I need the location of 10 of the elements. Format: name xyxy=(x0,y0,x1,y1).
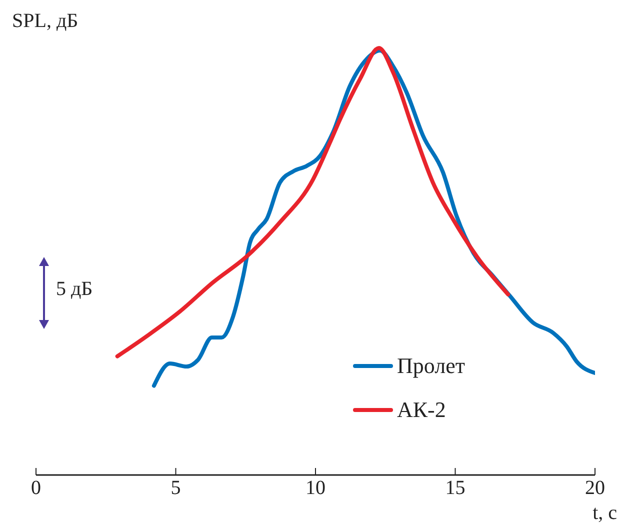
annotation: 5 дБ xyxy=(56,278,93,300)
x-tick-label: 0 xyxy=(31,477,41,500)
y-axis-title: SPL, дБ xyxy=(12,10,78,32)
legend-label: АК-2 xyxy=(397,397,446,423)
x-tick-label: 20 xyxy=(585,477,605,500)
x-axis-title: t, с xyxy=(592,502,617,524)
x-tick-label: 10 xyxy=(306,477,326,500)
legend-label: Пролет xyxy=(397,353,465,379)
x-tick-label: 5 xyxy=(170,477,181,500)
x-tick-label: 15 xyxy=(445,477,466,500)
